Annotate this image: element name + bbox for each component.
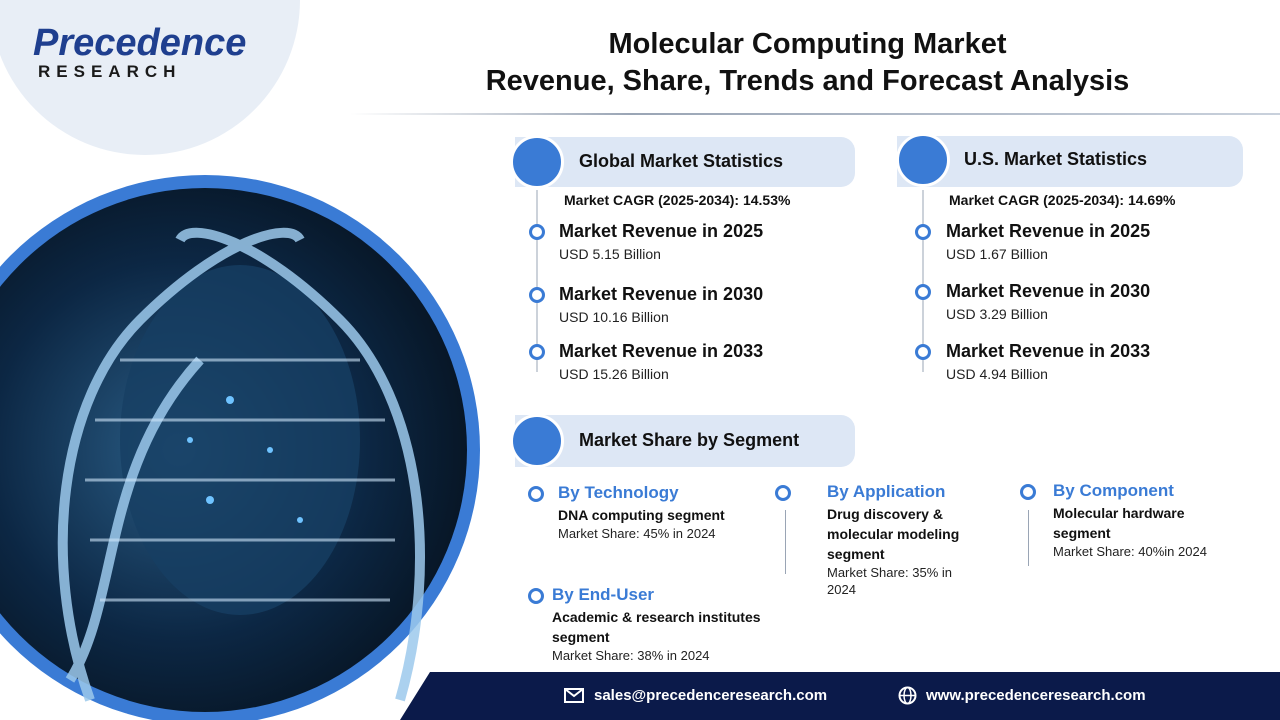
segment-detail: Drug discovery & molecular modeling segm… xyxy=(827,504,977,598)
cagr: Market CAGR (2025-2034): 14.69% xyxy=(949,192,1176,208)
bullet xyxy=(529,224,545,240)
stat-value: USD 15.26 Billion xyxy=(559,366,669,382)
header-pill xyxy=(515,415,855,467)
segment-name: Molecular hardware segment xyxy=(1053,505,1185,541)
chart-icon xyxy=(510,135,564,189)
stat-value: USD 10.16 Billion xyxy=(559,309,669,325)
segment-title: By End-User xyxy=(552,585,655,604)
bullet xyxy=(528,588,544,604)
segment-detail: Molecular hardware segment Market Share: … xyxy=(1053,503,1243,560)
pie-icon xyxy=(510,414,564,468)
title-line: Molecular Computing Market xyxy=(608,28,1007,60)
stat-label: Market Revenue in 2025 xyxy=(946,221,1151,241)
segment-title: By Application xyxy=(827,482,946,501)
website[interactable]: www.precedenceresearch.com xyxy=(926,687,1146,704)
segment-name: Academic & research institutes segment xyxy=(552,609,761,645)
divider xyxy=(1028,510,1029,566)
email[interactable]: sales@precedenceresearch.com xyxy=(594,687,828,704)
bullet xyxy=(529,287,545,303)
stat-value: USD 3.29 Billion xyxy=(946,306,1048,322)
stat-label: Market Revenue in 2030 xyxy=(559,284,764,304)
segment-share: Market Share: 40%in 2024 xyxy=(1053,544,1207,559)
segment-name: DNA computing segment xyxy=(558,507,725,523)
header-pill xyxy=(897,136,1243,187)
title: Molecular Computing Market Revenue, Shar… xyxy=(350,26,1265,100)
bullet xyxy=(915,284,931,300)
section-heading: Global Market Statistics xyxy=(579,151,784,171)
bullet xyxy=(1020,484,1036,500)
segment-title: By Component xyxy=(1053,481,1174,500)
segment-share: Market Share: 45% in 2024 xyxy=(558,526,716,541)
header-pill xyxy=(515,137,855,187)
stat-label: Market Revenue in 2033 xyxy=(559,341,764,361)
section-heading: U.S. Market Statistics xyxy=(964,149,1148,169)
section-heading: Market Share by Segment xyxy=(579,430,800,450)
segment-detail: Academic & research institutes segment Ma… xyxy=(552,607,792,664)
stat-label: Market Revenue in 2030 xyxy=(946,281,1151,301)
bullet xyxy=(529,344,545,360)
logo-tagline: RESEARCH xyxy=(38,62,182,81)
title-line: Revenue, Share, Trends and Forecast Anal… xyxy=(485,65,1130,97)
segment-detail: DNA computing segment Market Share: 45% i… xyxy=(558,505,758,542)
stat-value: USD 5.15 Billion xyxy=(559,246,661,262)
mail-icon xyxy=(564,688,584,703)
divider xyxy=(785,510,786,574)
chart-icon xyxy=(896,133,950,187)
bullet xyxy=(915,224,931,240)
segment-title: By Technology xyxy=(558,483,679,502)
stat-label: Market Revenue in 2025 xyxy=(559,221,764,241)
segment-share: Market Share: 38% in 2024 xyxy=(552,648,710,663)
globe-icon xyxy=(898,686,917,705)
stat-value: USD 4.94 Billion xyxy=(946,366,1048,382)
bullet xyxy=(915,344,931,360)
segment-share: Market Share: 35% in 2024 xyxy=(827,565,953,597)
bullet xyxy=(775,485,791,501)
bullet xyxy=(528,486,544,502)
cagr: Market CAGR (2025-2034): 14.53% xyxy=(564,192,791,208)
segment-name: Drug discovery & molecular modeling segm… xyxy=(827,506,960,562)
logo-name: Precedence xyxy=(33,22,247,64)
stat-value: USD 1.67 Billion xyxy=(946,246,1048,262)
stat-label: Market Revenue in 2033 xyxy=(946,341,1151,361)
